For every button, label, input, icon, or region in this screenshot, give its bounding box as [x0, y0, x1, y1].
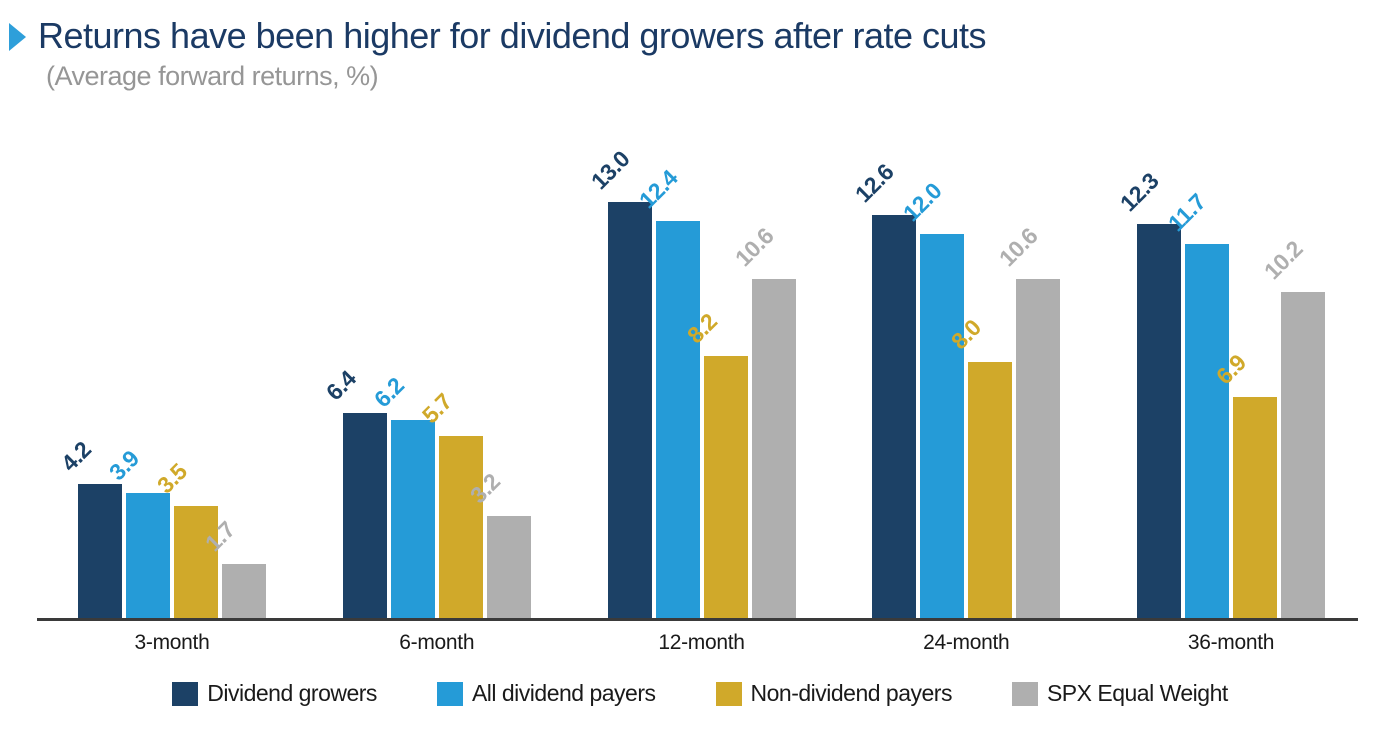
bar-group-36-month: 12.3 11.7 6.9 10.2	[1115, 168, 1325, 618]
chart-legend: Dividend growers All dividend payers Non-d…	[0, 680, 1400, 707]
bar: 8.0	[946, 314, 1013, 618]
bar-group-3-month: 4.2 3.9 3.5 1.7	[56, 172, 266, 618]
bar: 11.7	[1163, 188, 1229, 618]
bar: 3.9	[104, 446, 170, 618]
bar-value-label: 10.6	[729, 222, 779, 272]
category-labels: 3-month 6-month 12-month 24-month 36-month	[78, 631, 1325, 655]
bar: 3.5	[152, 458, 218, 618]
legend-item: All dividend payers	[436, 680, 656, 707]
legend-label: All dividend payers	[471, 680, 656, 706]
legend-label: SPX Equal Weight	[1046, 680, 1228, 706]
category-label: 6-month	[399, 631, 475, 654]
bar: 8.2	[681, 308, 748, 618]
bar-groups: 4.2 3.9 3.5 1.7 6.4 6.2 5.7 3.2 13.0 12.4 8.2 10.6 1…	[56, 146, 1325, 618]
bar-value-label: 3.9	[103, 445, 144, 486]
bar: 10.6	[994, 222, 1061, 618]
bar-value-label: 10.6	[994, 222, 1043, 272]
legend-label: Dividend growers	[207, 680, 377, 706]
arrow-right-icon	[9, 23, 26, 51]
bar-group-24-month: 12.6 12.0 8.0 10.6	[850, 158, 1061, 618]
bar: 12.4	[633, 165, 700, 618]
legend-label: Non-dividend payers	[750, 680, 953, 706]
bar: 5.7	[417, 388, 483, 618]
bar-group-6-month: 6.4 6.2 5.7 3.2	[321, 172, 531, 618]
bar: 6.2	[369, 372, 435, 618]
bar: 6.9	[1211, 350, 1277, 618]
bar: 10.2	[1259, 235, 1325, 618]
bar-value-label: 13.0	[585, 145, 635, 195]
bar: 4.2	[56, 436, 122, 618]
bar-value-label: 4.2	[55, 435, 96, 476]
category-label: 3-month	[134, 631, 210, 654]
legend-swatch-icon	[172, 681, 199, 706]
legend-item: SPX Equal Weight	[1011, 680, 1228, 707]
legend-item: Dividend growers	[172, 680, 377, 707]
chart-title: Returns have been higher for dividend gr…	[38, 15, 987, 56]
bar-chart-plot: 4.2 3.9 3.5 1.7 6.4 6.2 5.7 3.2 13.0 12.4 8.2 10.6 1…	[0, 146, 1400, 655]
legend-swatch-icon	[1011, 681, 1038, 706]
category-label: 36-month	[1187, 631, 1275, 654]
bar-group-12-month: 13.0 12.4 8.2 10.6	[585, 146, 796, 618]
category-label: 24-month	[923, 631, 1010, 654]
bar: 3.2	[465, 468, 531, 618]
bar-value-label: 12.6	[850, 158, 899, 208]
bar: 12.6	[850, 158, 917, 618]
x-axis-line	[37, 618, 1358, 621]
chart-header: Returns have been higher for dividend gr…	[0, 14, 1400, 92]
bar-value-label: 6.2	[368, 371, 409, 412]
bar-value-label: 12.3	[1114, 168, 1164, 217]
bar: 6.4	[321, 366, 387, 618]
bar-value-label: 6.4	[320, 365, 361, 406]
bar: 1.7	[200, 516, 266, 618]
title-row: Returns have been higher for dividend gr…	[0, 14, 1400, 58]
legend-swatch-icon	[715, 681, 742, 706]
bar: 12.0	[898, 178, 965, 618]
legend-swatch-icon	[436, 681, 463, 706]
bar: 13.0	[585, 146, 652, 618]
legend-item: Non-dividend payers	[715, 680, 953, 707]
category-label: 12-month	[658, 631, 745, 654]
chart-subtitle: (Average forward returns, %)	[46, 61, 379, 91]
bar: 12.3	[1115, 168, 1181, 618]
bar: 10.6	[729, 222, 796, 618]
bar-value-label: 10.2	[1258, 235, 1308, 284]
